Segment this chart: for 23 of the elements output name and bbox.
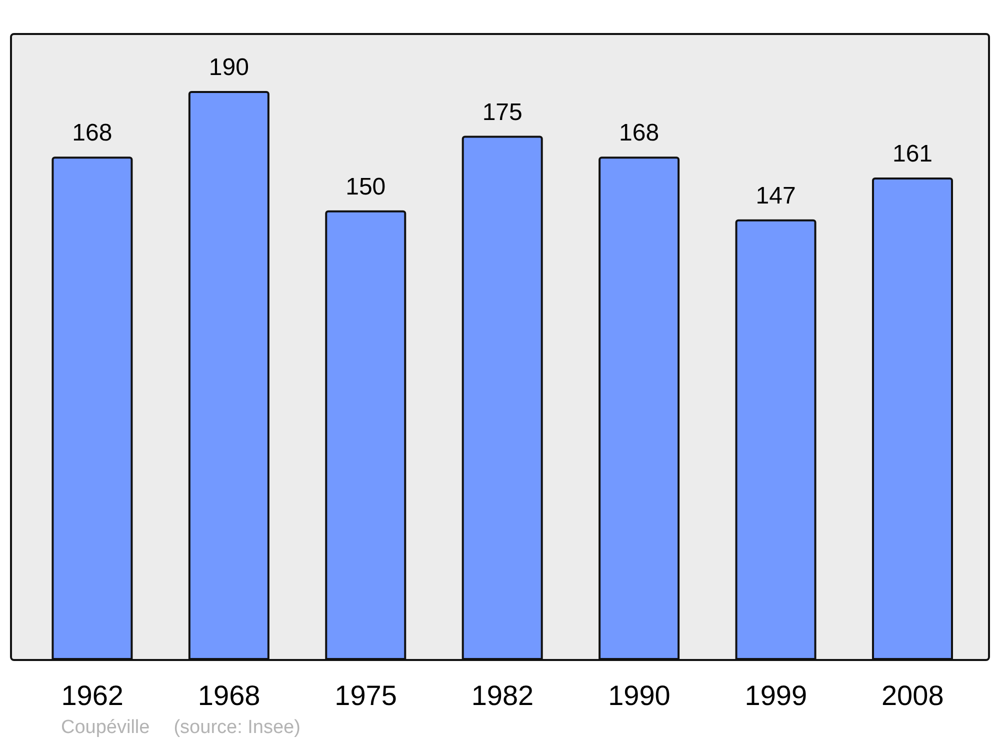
x-tick-label: 2008 bbox=[881, 680, 944, 711]
bar bbox=[188, 91, 270, 660]
bar bbox=[872, 178, 953, 660]
bar bbox=[52, 156, 133, 660]
data-label: 190 bbox=[208, 54, 249, 81]
data-label: 147 bbox=[756, 182, 796, 210]
data-label: 168 bbox=[72, 120, 112, 147]
text: Coupéville bbox=[61, 717, 150, 739]
bar bbox=[735, 219, 816, 660]
x-tick-label: 1962 bbox=[61, 680, 124, 711]
data-label: 175 bbox=[482, 98, 522, 126]
data-label: 150 bbox=[346, 173, 386, 200]
bar bbox=[325, 210, 406, 660]
x-tick-label: 1975 bbox=[334, 680, 397, 711]
data-label: 161 bbox=[892, 140, 933, 168]
bar bbox=[598, 156, 680, 660]
x-tick-label: 1968 bbox=[198, 680, 260, 711]
bar bbox=[462, 136, 543, 660]
x-tick-label: 1999 bbox=[744, 680, 808, 711]
x-tick-label: 1990 bbox=[608, 680, 670, 711]
text: (source: Insee) bbox=[174, 717, 300, 739]
x-tick-label: 1982 bbox=[471, 680, 534, 711]
data-label: 168 bbox=[619, 120, 660, 147]
